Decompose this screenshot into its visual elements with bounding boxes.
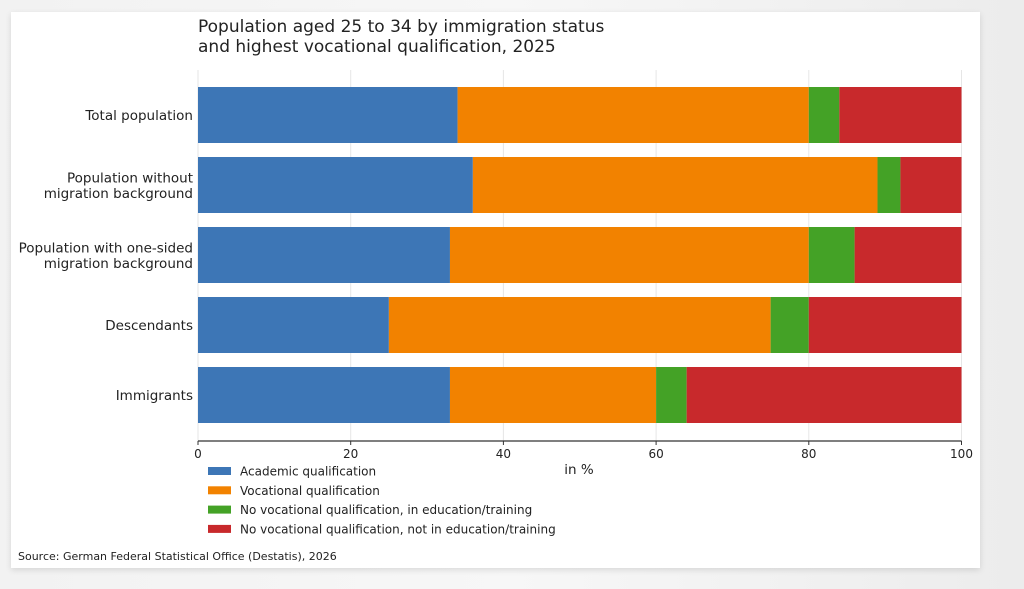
x-tick-label: 40 — [496, 447, 511, 461]
legend-swatch — [208, 524, 231, 533]
x-tick-label: 100 — [950, 447, 973, 461]
chart-title: Population aged 25 to 34 by immigration … — [198, 17, 604, 57]
category-label: Descendants — [105, 318, 193, 334]
bar-segment — [198, 157, 473, 213]
category-label: Immigrants — [116, 388, 193, 404]
category-label: migration background — [44, 256, 193, 272]
bar-segment — [770, 297, 809, 353]
legend-label: No vocational qualification, not in educ… — [240, 522, 556, 536]
bar-segment — [198, 367, 450, 423]
category-label: Population with one-sided — [19, 240, 193, 256]
x-tick-label: 20 — [343, 447, 358, 461]
bar-segment — [472, 157, 878, 213]
category-label: Total population — [84, 108, 193, 124]
chart-title-line: Population aged 25 to 34 by immigration … — [198, 17, 604, 37]
x-tick-label: 0 — [194, 447, 202, 461]
legend-label: Academic qualification — [240, 465, 376, 479]
legend-swatch — [208, 505, 231, 514]
x-tick-label: 60 — [648, 447, 663, 461]
bar-segment — [198, 87, 458, 143]
bar-segment — [877, 157, 901, 213]
bar-segment — [449, 367, 657, 423]
bar-segment — [457, 87, 809, 143]
bar-segment — [656, 367, 687, 423]
legend-swatch — [208, 486, 231, 495]
chart-title-line: and highest vocational qualification, 20… — [198, 37, 556, 57]
bar-segment — [198, 297, 389, 353]
bar-segment — [686, 367, 962, 423]
source-note: Source: German Federal Statistical Offic… — [18, 550, 337, 563]
legend-label: Vocational qualification — [240, 484, 380, 498]
bar-segment — [198, 227, 450, 283]
legend-swatch — [208, 467, 231, 475]
bar-segment — [839, 87, 962, 143]
bar-segment — [854, 227, 962, 283]
x-axis: 0 20 40 60 80 100 in % — [194, 440, 973, 478]
bar-segment — [449, 227, 809, 283]
bar-segment — [808, 227, 855, 283]
x-tick-label: 80 — [801, 447, 816, 461]
bar-segment — [388, 297, 771, 353]
legend-label: No vocational qualification, in educatio… — [240, 503, 532, 517]
category-label: Population without — [67, 170, 193, 186]
bar-segment — [808, 297, 962, 353]
bar-segment — [808, 87, 840, 143]
x-axis-label: in % — [564, 462, 594, 478]
bars — [198, 87, 962, 423]
legend: Academic qualification Vocational qualifi… — [208, 465, 556, 536]
bar-segment — [900, 157, 962, 213]
category-label: migration background — [44, 186, 193, 202]
